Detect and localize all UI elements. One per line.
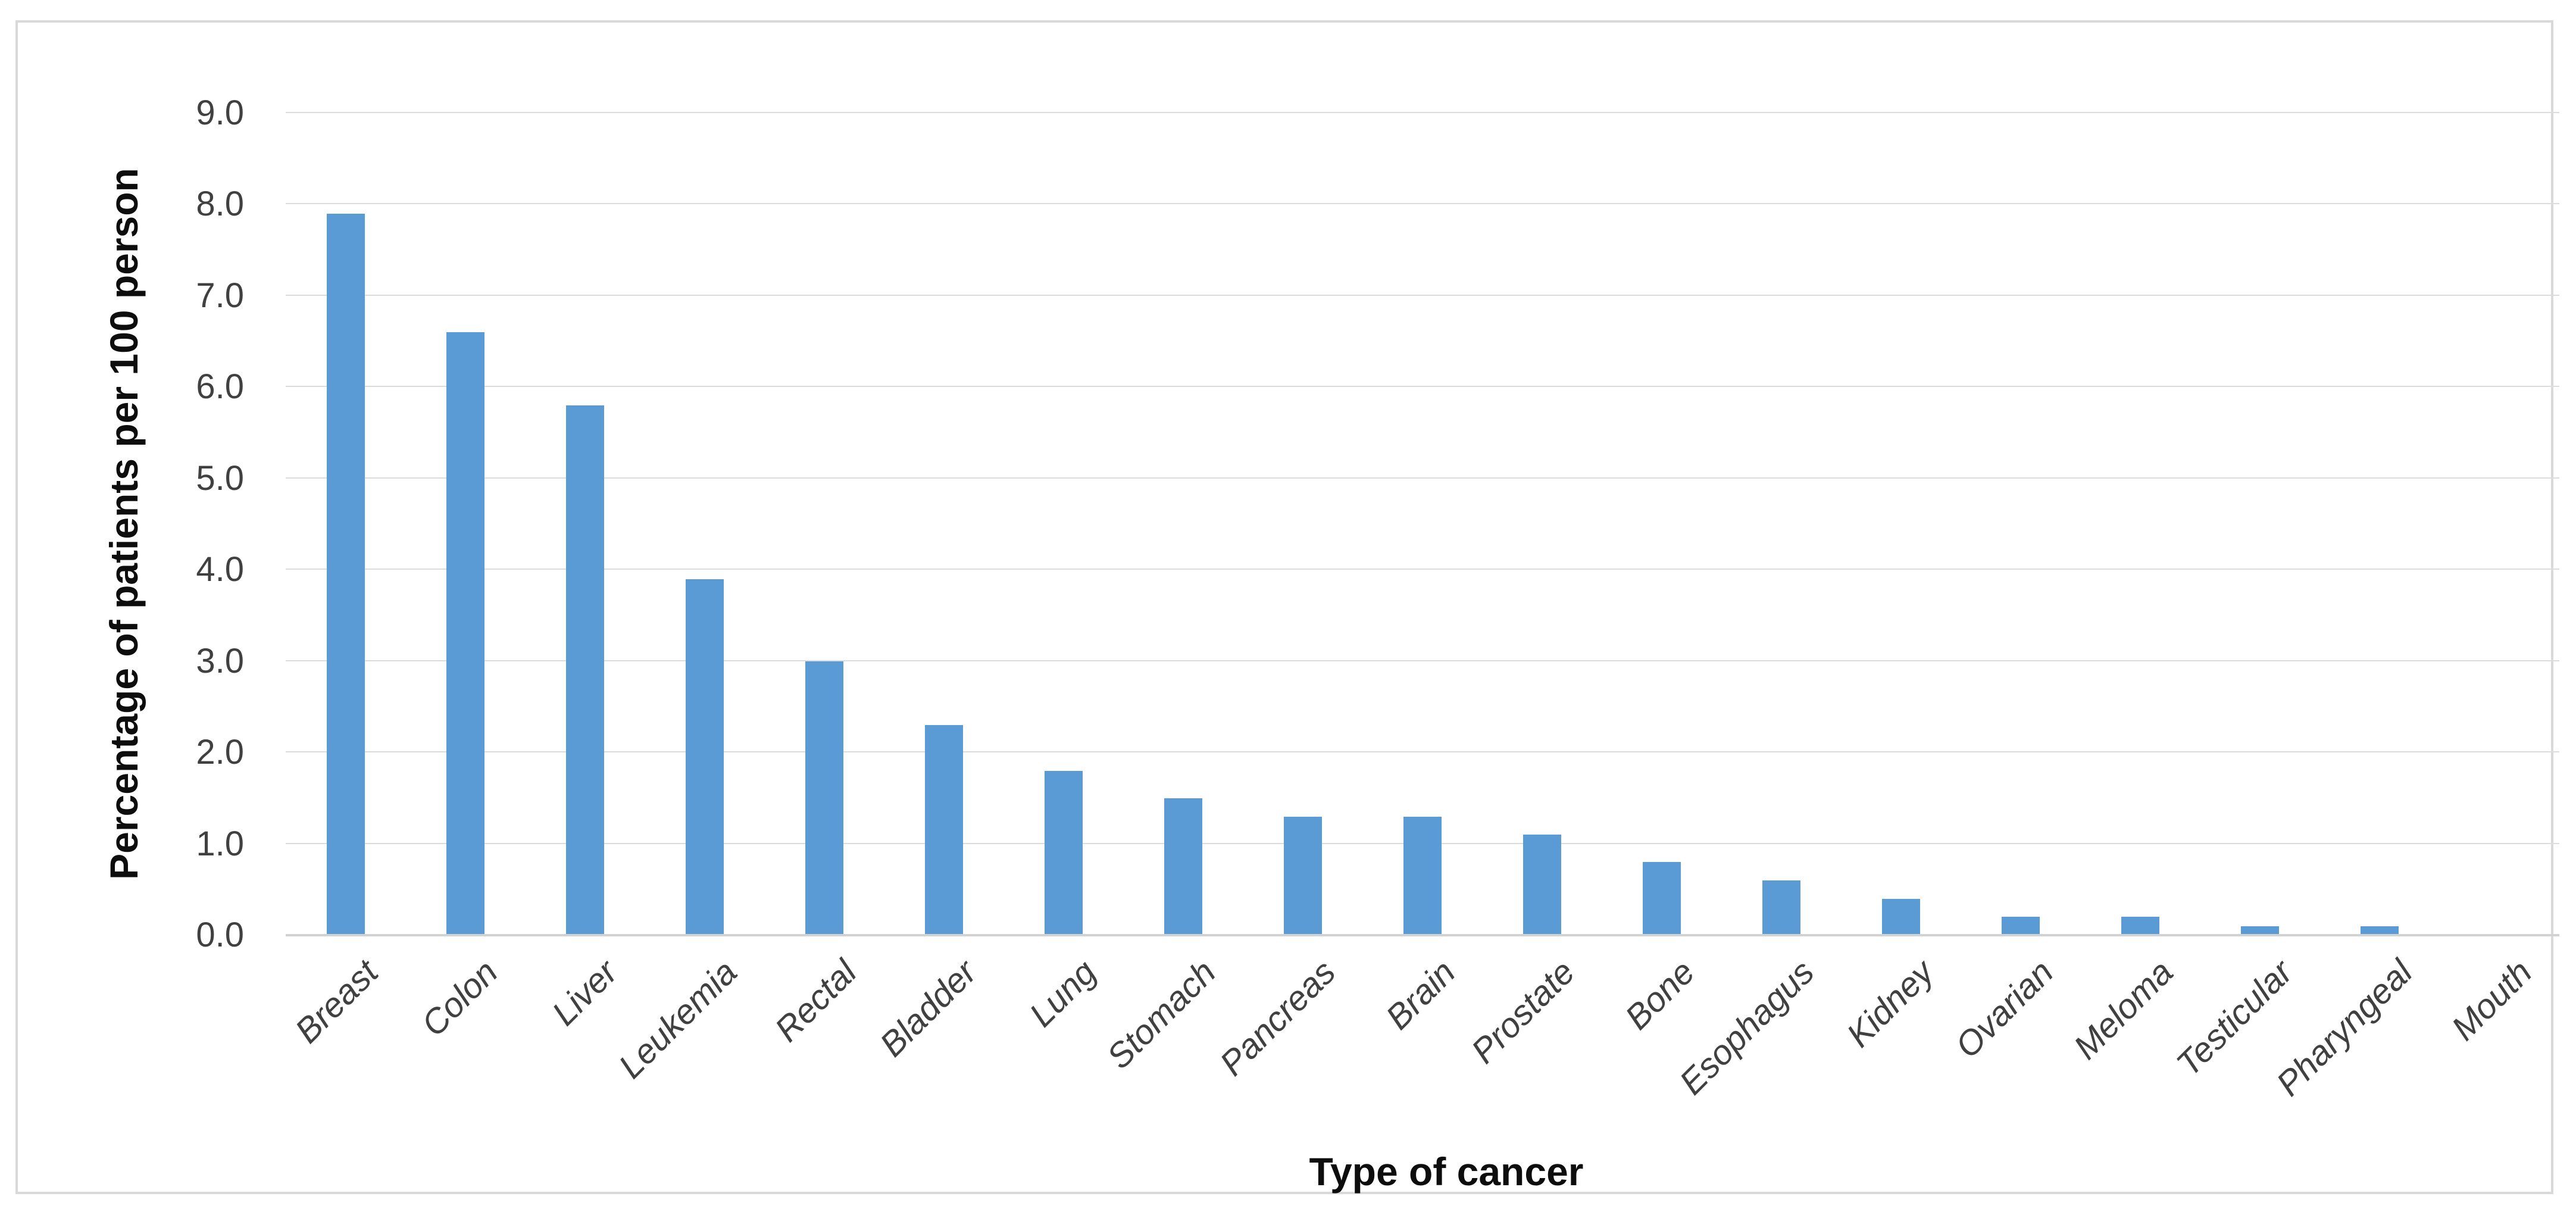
x-axis-title: Type of cancer — [1309, 1149, 1584, 1194]
x-axis-line — [286, 934, 2559, 936]
gridline — [286, 112, 2559, 113]
category-label: Kidney — [1839, 952, 1942, 1055]
y-axis-title: Percentage of patients per 100 person — [102, 168, 146, 880]
category-label: Pancreas — [1212, 952, 1343, 1083]
plot-area: 0.0 1.0 2.0 3.0 4.0 5.0 6.0 7.0 8.0 9.0 Breast Col… — [196, 96, 2559, 1104]
gridline — [286, 751, 2559, 753]
bar-leukemia — [685, 579, 724, 935]
bar-testicular — [2241, 926, 2280, 935]
category-label: Brain — [1378, 952, 1463, 1038]
gridline — [286, 203, 2559, 205]
bar-breast — [326, 213, 365, 935]
gridline — [286, 386, 2559, 388]
category-label: Lung — [1021, 952, 1104, 1035]
y-axis-tick-label: 7.0 — [196, 276, 244, 315]
category-label: Liver — [545, 952, 625, 1033]
y-axis-tick-label: 5.0 — [196, 458, 244, 498]
bar-colon — [446, 332, 484, 935]
y-axis-tick-label: 2.0 — [196, 733, 244, 772]
category-label: Bone — [1617, 952, 1702, 1038]
bar-liver — [565, 405, 604, 935]
y-axis-tick-label: 0.0 — [196, 916, 244, 954]
y-axis-tick-label: 6.0 — [196, 367, 244, 407]
chart-frame: Percentage of patients per 100 person 0.… — [15, 20, 2559, 1194]
bar-rectal — [805, 661, 843, 935]
y-axis-tick-label: 9.0 — [196, 93, 244, 132]
bar-pharyngeal — [2361, 926, 2399, 935]
bar-kidney — [1882, 898, 1921, 935]
y-axis-tick-label: 1.0 — [196, 824, 244, 863]
category-label: Mouth — [2444, 952, 2540, 1048]
gridline — [286, 294, 2559, 296]
category-label: Ovarian — [1947, 952, 2061, 1066]
category-label: Colon — [414, 952, 505, 1044]
bar-prostate — [1523, 835, 1562, 935]
bar-lung — [1044, 770, 1083, 935]
y-axis-tick-label: 4.0 — [196, 550, 244, 589]
gridline — [286, 477, 2559, 479]
bar-bladder — [924, 725, 963, 935]
category-label: Rectal — [767, 952, 865, 1049]
category-label: Stomach — [1099, 952, 1224, 1077]
bar-stomach — [1164, 798, 1202, 935]
gridline — [286, 660, 2559, 661]
bar-esophagus — [1762, 880, 1801, 935]
category-label: Leukemia — [611, 952, 745, 1086]
category-label: Meloma — [2066, 952, 2181, 1067]
bar-brain — [1403, 816, 1442, 935]
category-label: Breast — [287, 952, 386, 1051]
bar-ovarian — [2002, 917, 2040, 935]
y-axis-tick-label: 3.0 — [196, 641, 244, 680]
category-label: Bladder — [872, 952, 984, 1064]
bar-pancreas — [1283, 816, 1322, 935]
category-label: Prostate — [1464, 952, 1583, 1071]
gridline — [286, 568, 2559, 570]
y-axis-tick-label: 8.0 — [196, 185, 244, 224]
bar-meloma — [2121, 917, 2160, 935]
bar-bone — [1643, 862, 1681, 935]
